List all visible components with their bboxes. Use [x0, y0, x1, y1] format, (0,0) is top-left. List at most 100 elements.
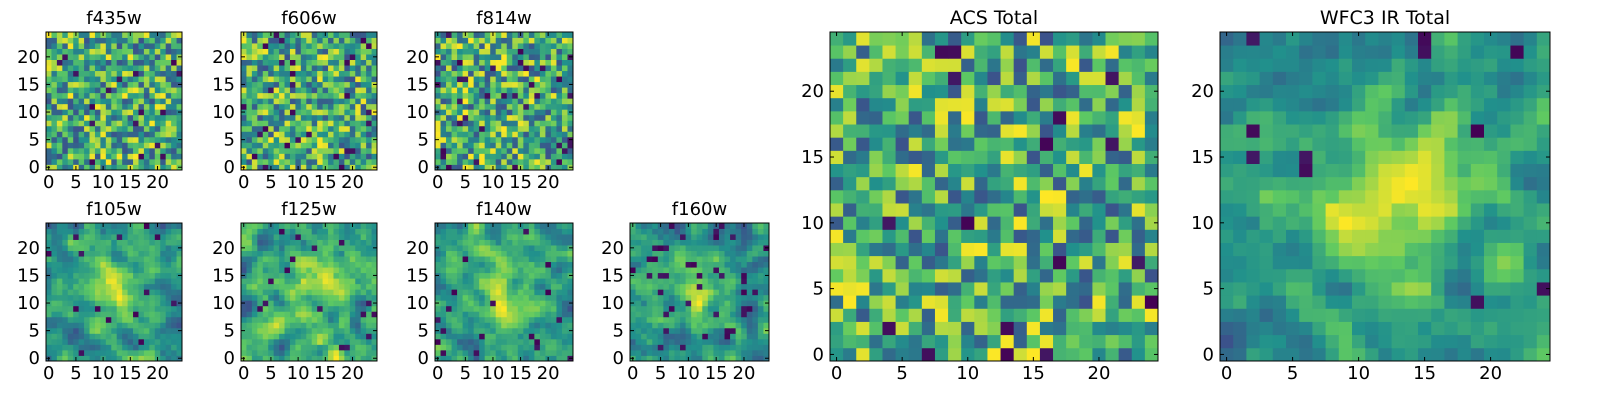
heatmap-cell — [452, 32, 458, 38]
heatmap-cell — [144, 54, 150, 60]
heatmap-cell — [713, 333, 719, 339]
x-tick-label: 0 — [43, 172, 54, 193]
heatmap-cell — [636, 245, 642, 251]
heatmap-cell — [463, 245, 469, 251]
heatmap-cell — [246, 289, 252, 295]
heatmap-cell — [485, 126, 491, 132]
heatmap-cell — [317, 65, 323, 71]
heatmap-cell — [46, 131, 52, 137]
heatmap-cell — [122, 71, 128, 77]
heatmap-cell — [122, 322, 128, 328]
heatmap-cell — [171, 284, 177, 290]
heatmap-cell — [79, 256, 85, 262]
heatmap-cell — [128, 267, 134, 273]
heatmap-cell — [909, 348, 923, 362]
heatmap-cell — [556, 344, 562, 350]
heatmap-cell — [507, 32, 513, 38]
heatmap-cell — [95, 71, 101, 77]
heatmap-cell — [736, 256, 742, 262]
heatmap-cell — [79, 229, 85, 235]
heatmap-cell — [122, 300, 128, 306]
heatmap-cell — [725, 311, 731, 317]
heatmap-cell — [518, 322, 524, 328]
heatmap-cell — [518, 142, 524, 148]
heatmap-cell — [361, 245, 367, 251]
heatmap-cell — [697, 328, 703, 334]
heatmap-cell — [317, 109, 323, 115]
heatmap-cell — [246, 71, 252, 77]
heatmap-cell — [1132, 177, 1146, 191]
heatmap-cell — [361, 240, 367, 246]
heatmap-cell — [512, 267, 518, 273]
heatmap-cell — [355, 333, 361, 339]
heatmap-cell — [479, 131, 485, 137]
heatmap-cell — [736, 267, 742, 273]
heatmap-cell — [485, 115, 491, 121]
heatmap-cell — [435, 289, 441, 295]
heatmap-cell — [708, 295, 714, 301]
heatmap-cell — [446, 251, 452, 257]
heatmap-cell — [155, 115, 161, 121]
heatmap-cell — [882, 150, 896, 164]
heatmap-cell — [344, 317, 350, 323]
heatmap-cell — [79, 306, 85, 312]
heatmap-cell — [73, 126, 79, 132]
heatmap-cell — [171, 148, 177, 154]
heatmap-cell — [323, 76, 329, 82]
heatmap-cell — [149, 65, 155, 71]
y-tick-label: 0 — [29, 157, 40, 178]
heatmap-cell — [301, 300, 307, 306]
heatmap-cell — [468, 240, 474, 246]
heatmap-cell — [155, 131, 161, 137]
x-tick-label: 10 — [287, 363, 310, 384]
heatmap-cell — [263, 54, 269, 60]
heatmap-cell — [974, 335, 988, 349]
heatmap-cell — [133, 267, 139, 273]
heatmap-cell — [545, 104, 551, 110]
heatmap-cell — [350, 251, 356, 257]
heatmap-cell — [987, 243, 1001, 257]
heatmap-cell — [51, 142, 57, 148]
heatmap-cell — [540, 82, 546, 88]
heatmap-cell — [540, 322, 546, 328]
heatmap-cell — [686, 251, 692, 257]
heatmap-cell — [630, 322, 636, 328]
heatmap-cell — [268, 273, 274, 279]
heatmap-cell — [545, 43, 551, 49]
heatmap-cell — [122, 234, 128, 240]
heatmap-cell — [463, 273, 469, 279]
heatmap-cell — [84, 267, 90, 273]
heatmap-cell — [301, 159, 307, 165]
heatmap-cell — [106, 159, 112, 165]
heatmap-cell — [680, 289, 686, 295]
heatmap-cell — [328, 60, 334, 66]
heatmap-cell — [512, 245, 518, 251]
heatmap-cell — [545, 76, 551, 82]
heatmap-cell — [856, 269, 870, 283]
heatmap-cell — [301, 278, 307, 284]
heatmap-cell — [551, 256, 557, 262]
heatmap-cell — [457, 49, 463, 55]
heatmap-cell — [446, 137, 452, 143]
heatmap-cell — [452, 306, 458, 312]
heatmap-cell — [435, 262, 441, 268]
heatmap-cell — [534, 267, 540, 273]
heatmap-cell — [323, 262, 329, 268]
heatmap-cell — [274, 153, 280, 159]
heatmap-cell — [736, 350, 742, 356]
heatmap-cell — [719, 306, 725, 312]
heatmap-cell — [90, 126, 96, 132]
heatmap-cell — [51, 273, 57, 279]
heatmap-cell — [122, 115, 128, 121]
heatmap-cell — [241, 115, 247, 121]
heatmap-cell — [138, 273, 144, 279]
heatmap-cell — [708, 234, 714, 240]
heatmap-cell — [485, 240, 491, 246]
heatmap-cell — [747, 229, 753, 235]
heatmap-cell — [663, 262, 669, 268]
heatmap-cell — [111, 289, 117, 295]
heatmap-cell — [366, 251, 372, 257]
heatmap-cell — [856, 150, 870, 164]
heatmap-cell — [160, 38, 166, 44]
heatmap-cell — [556, 148, 562, 154]
